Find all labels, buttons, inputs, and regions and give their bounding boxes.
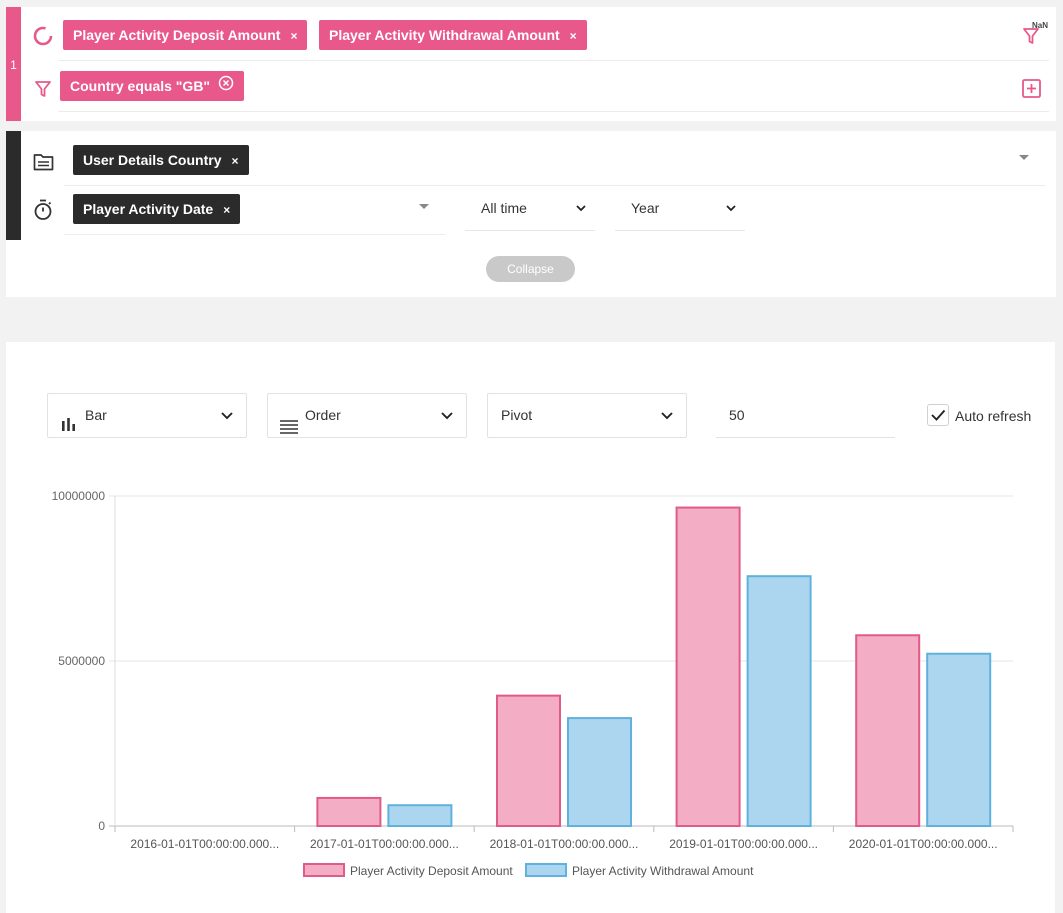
- remove-icon[interactable]: ×: [569, 29, 577, 43]
- bar: [316, 796, 382, 828]
- dimension-panel: User Details Country × Player Activity Da…: [6, 131, 1056, 297]
- bar-chart-icon: [61, 407, 77, 450]
- remove-icon[interactable]: ×: [223, 203, 231, 217]
- filter-toggle-icon[interactable]: [1022, 26, 1040, 51]
- query-row-number: 1: [6, 7, 21, 121]
- granularity-value: Year: [631, 200, 660, 216]
- time-dimension-chip-label: Player Activity Date: [83, 201, 214, 217]
- filter-chip-country[interactable]: Country equals "GB": [60, 71, 244, 101]
- pivot-label: Pivot: [501, 407, 533, 423]
- date-range-value: All time: [481, 200, 527, 216]
- x-tick-label: 2019-01-01T00:00:00.000...: [669, 837, 818, 851]
- legend-label: Player Activity Deposit Amount: [350, 864, 513, 878]
- bar: [567, 717, 632, 827]
- chevron-down-icon: [440, 394, 454, 454]
- date-range-select[interactable]: All time: [465, 185, 595, 231]
- chart-type-value: Bar: [85, 407, 107, 423]
- divider: [64, 234, 445, 235]
- y-tick-label: 0: [98, 819, 105, 833]
- x-tick-label: 2017-01-01T00:00:00.000...: [310, 837, 459, 851]
- auto-refresh-checkbox[interactable]: [927, 404, 949, 426]
- bar: [855, 634, 921, 828]
- x-tick-label: 2018-01-01T00:00:00.000...: [490, 837, 639, 851]
- remove-icon[interactable]: ×: [290, 29, 298, 43]
- chevron-down-icon: [660, 394, 674, 454]
- bar: [496, 694, 561, 827]
- divider: [58, 60, 1049, 61]
- folder-icon: [33, 153, 54, 176]
- chevron-down-icon: [725, 185, 737, 249]
- filter-icon: [34, 79, 52, 104]
- measure-chip-label: Player Activity Withdrawal Amount: [329, 27, 560, 43]
- y-tick-label: 10000000: [52, 489, 106, 503]
- measure-chip-withdrawal[interactable]: Player Activity Withdrawal Amount ×: [319, 20, 587, 50]
- x-tick-label: 2020-01-01T00:00:00.000...: [849, 837, 998, 851]
- chevron-down-icon: [220, 394, 234, 454]
- limit-input[interactable]: 50: [716, 393, 895, 438]
- list-icon: [279, 408, 299, 451]
- query-panel: 1 Player Activity Deposit Amount × Player…: [6, 7, 1056, 121]
- dimension-chip-country[interactable]: User Details Country ×: [73, 145, 249, 175]
- legend-swatch: [525, 863, 567, 877]
- time-dimension-chip[interactable]: Player Activity Date ×: [73, 194, 241, 224]
- bar: [926, 652, 992, 827]
- bar-chart: 0 5000000 10000000 2016-01-01T00:00:00.000.…: [52, 489, 1014, 878]
- divider: [58, 111, 1049, 112]
- y-tick-label: 5000000: [58, 654, 105, 668]
- filter-chip-label: Country equals "GB": [70, 78, 211, 94]
- chart-panel: Bar Order Pivot 50 Auto refresh 0 5000000…: [6, 342, 1055, 913]
- chart-type-select[interactable]: Bar: [47, 393, 247, 438]
- bar: [387, 804, 453, 827]
- stopwatch-icon: [33, 199, 53, 226]
- order-label: Order: [305, 407, 341, 423]
- auto-refresh-label: Auto refresh: [955, 408, 1032, 424]
- dimension-accent-bar: [6, 131, 21, 240]
- granularity-select[interactable]: Year: [615, 185, 745, 231]
- x-tick-label: 2016-01-01T00:00:00.000...: [130, 837, 279, 851]
- measure-chip-label: Player Activity Deposit Amount: [73, 27, 281, 43]
- remove-circle-icon[interactable]: [218, 71, 234, 101]
- pivot-select[interactable]: Pivot: [487, 393, 687, 438]
- bar: [675, 506, 741, 828]
- dimension-chip-label: User Details Country: [83, 152, 222, 168]
- measure-chip-deposit[interactable]: Player Activity Deposit Amount ×: [63, 20, 308, 50]
- legend-label: Player Activity Withdrawal Amount: [572, 864, 754, 878]
- collapse-button[interactable]: Collapse: [486, 256, 575, 282]
- add-query-icon[interactable]: [1022, 79, 1041, 103]
- dimension-dropdown-icon[interactable]: [1019, 155, 1029, 160]
- order-select[interactable]: Order: [267, 393, 467, 438]
- filter-count-badge: NaN: [1032, 21, 1049, 30]
- bar: [746, 575, 812, 827]
- legend-swatch: [303, 863, 345, 877]
- chevron-down-icon: [575, 185, 587, 249]
- remove-icon[interactable]: ×: [231, 154, 239, 168]
- measures-icon: [33, 26, 53, 51]
- time-dimension-dropdown-icon[interactable]: [419, 204, 429, 209]
- divider: [64, 185, 1045, 186]
